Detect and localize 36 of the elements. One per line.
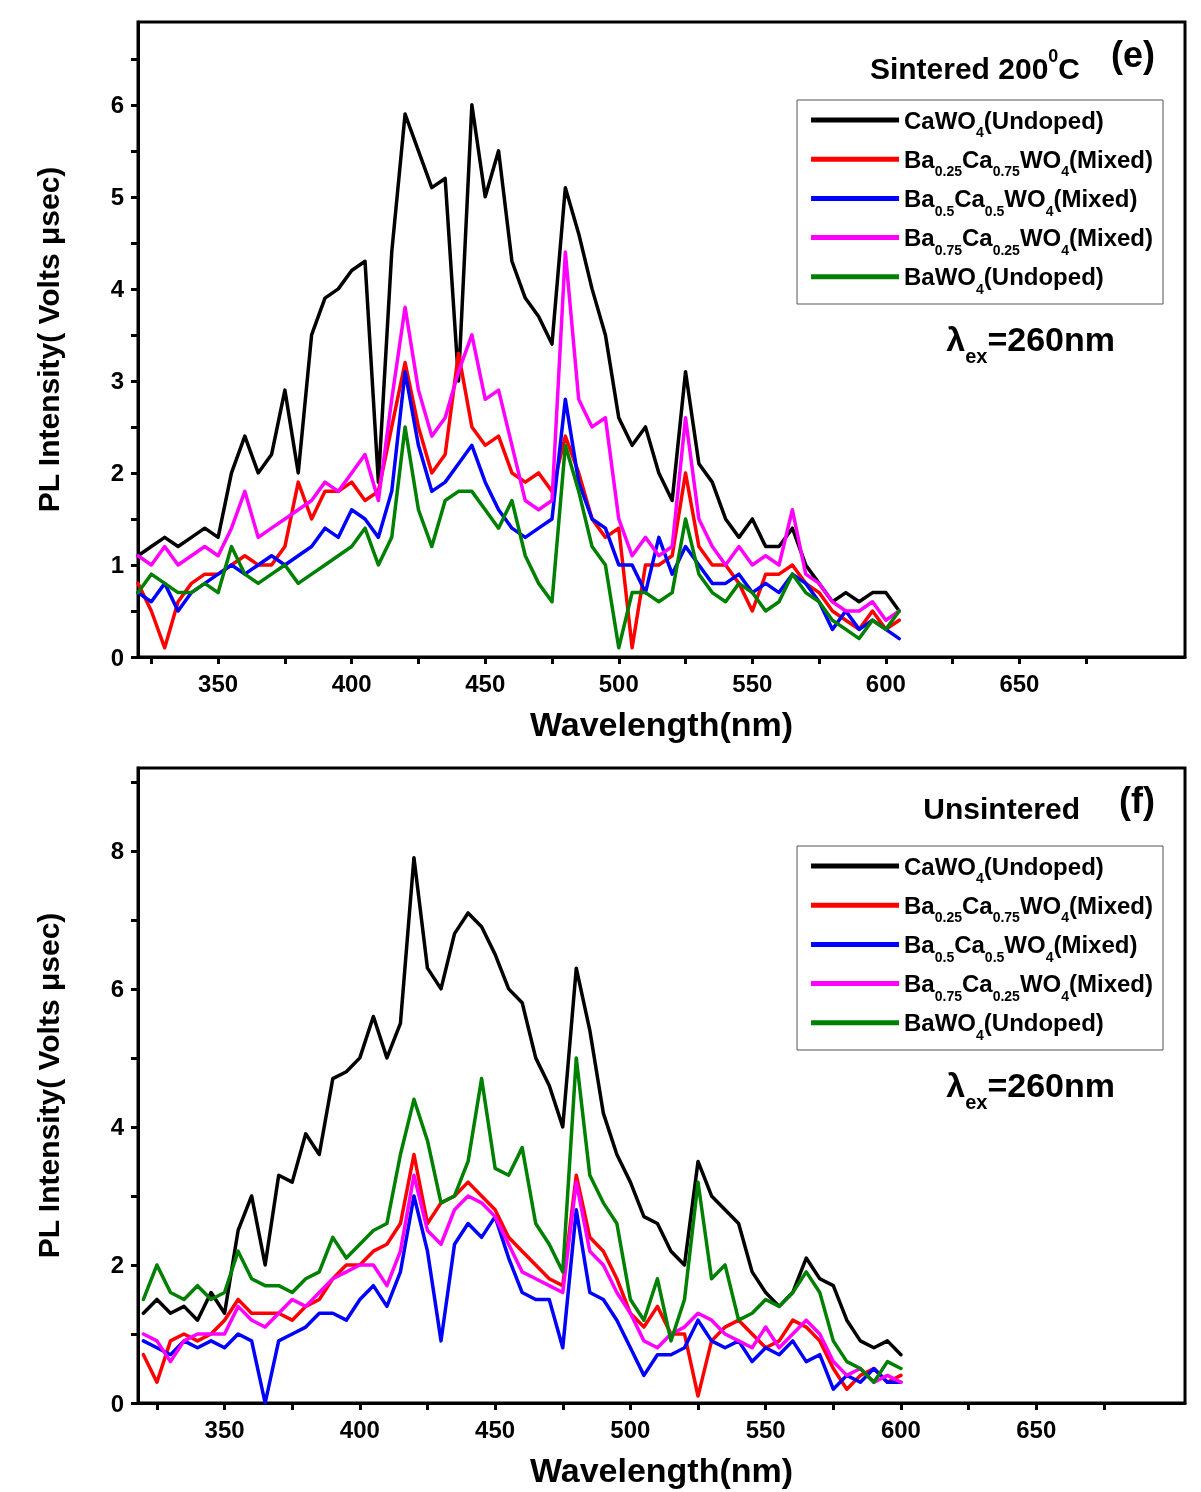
- x-axis-title: Wavelength(nm): [529, 1451, 794, 1489]
- x-tick-label: 450: [475, 1415, 516, 1443]
- y-tick-label: 6: [110, 91, 124, 119]
- x-tick-label: 600: [865, 669, 906, 697]
- x-tick-label: 500: [598, 669, 639, 697]
- y-tick-label: 1: [110, 551, 124, 579]
- x-tick-label: 650: [999, 669, 1040, 697]
- line-series: [141, 1056, 903, 1385]
- y-axis-title: PL Intensity( Volts μsec): [31, 166, 65, 513]
- annotation: (e): [1111, 33, 1155, 75]
- y-tick-label: 6: [110, 975, 124, 1003]
- annotation: (f): [1119, 779, 1155, 821]
- x-tick-label: 600: [880, 1415, 921, 1443]
- line-series: [141, 855, 903, 1357]
- y-tick-label: 2: [110, 1251, 124, 1279]
- text: Unsintered: [923, 791, 1081, 825]
- y-tick-label: 4: [110, 275, 125, 303]
- x-tick-label: 400: [331, 669, 372, 697]
- x-axis-title: Wavelength(nm): [529, 705, 794, 743]
- y-tick-label: 5: [110, 183, 124, 211]
- x-tick-label: 450: [465, 669, 506, 697]
- x-tick-label: 400: [339, 1415, 380, 1443]
- x-tick-label: 650: [1016, 1415, 1057, 1443]
- x-tick-label: 550: [732, 669, 773, 697]
- y-tick-label: 3: [110, 367, 124, 395]
- x-tick-label: 550: [745, 1415, 786, 1443]
- y-tick-label: 4: [110, 1113, 125, 1141]
- x-tick-label: 350: [204, 1415, 245, 1443]
- y-tick-label: 0: [110, 643, 124, 671]
- y-axis-title: PL Intensity( Volts μsec): [31, 912, 65, 1259]
- y-tick-label: 2: [110, 459, 124, 487]
- y-tick-label: 0: [110, 1389, 124, 1417]
- line-series: [136, 425, 901, 650]
- x-tick-label: 500: [610, 1415, 651, 1443]
- y-tick-label: 8: [110, 837, 124, 865]
- x-tick-label: 350: [198, 669, 239, 697]
